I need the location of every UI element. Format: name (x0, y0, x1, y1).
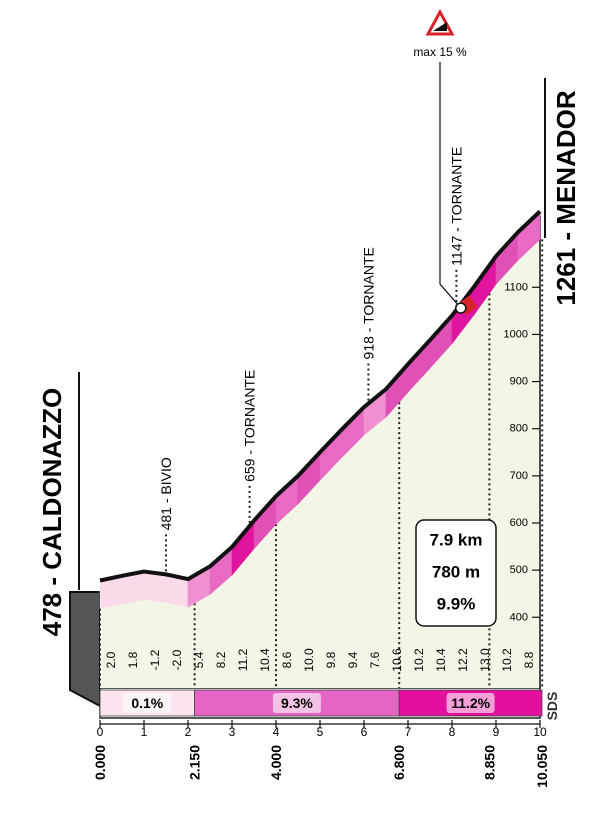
gradient-label: 10.2 (412, 648, 426, 672)
max-gradient-icon-wedge (433, 22, 447, 31)
sector-label: 11.2% (451, 695, 490, 711)
y-tick-label: 400 (510, 611, 528, 623)
gradient-label: 1.8 (126, 651, 140, 668)
sector-label-box (123, 693, 172, 713)
max-gradient-point (455, 302, 467, 314)
gradient-label: 5.4 (192, 651, 206, 668)
y-axis: 400 500 600 700 800 900 1000 1100 (504, 281, 540, 623)
sector-label-box (272, 693, 321, 713)
summary-elevation-gain: 780 m (432, 563, 480, 582)
profile-ribbon: 2.0 1.8 -1.2 -2.0 5.4 8.2 11.2 10.4 8.6 10.0 9.8 9.… (99, 209, 542, 672)
gradient-label: 10.4 (434, 648, 448, 672)
poi-label: 918 - TORNANTE (360, 247, 376, 359)
x-tick-label: 1 (141, 725, 148, 739)
summary-box: 7.9 km 780 m 9.9% (415, 519, 497, 627)
max-gradient-leader (439, 62, 462, 309)
summary-distance: 7.9 km (430, 531, 483, 550)
gradient-label: 8.2 (214, 651, 228, 668)
y-tick-label: 600 (510, 517, 528, 529)
profile-line (99, 209, 542, 583)
y-tick-label: 700 (510, 470, 528, 482)
gradient-label: 8.8 (522, 651, 536, 668)
y-tick-label: 900 (510, 376, 528, 388)
distance-marks: 0.000 2.150 4.000 6.800 8.850 10.050 (92, 239, 550, 788)
gradient-label: 10.2 (500, 648, 514, 672)
distance-label: 4.000 (268, 745, 284, 780)
gradient-label: 7.6 (368, 651, 382, 668)
sector-label: 0.1% (131, 695, 163, 711)
poi-label: 481 - BIVIO (158, 457, 174, 530)
max-gradient (439, 62, 478, 316)
sector-label: 9.3% (281, 695, 313, 711)
distance-label: 0.000 (92, 745, 108, 780)
gradient-label: 9.8 (324, 651, 338, 668)
y-tick-label: 500 (510, 564, 528, 576)
x-tick-label: 2 (185, 725, 192, 739)
summary-frame (415, 519, 497, 627)
y-tick-label: 1100 (504, 281, 528, 293)
gradient-label: 8.6 (280, 651, 294, 668)
end-label: 1261 - MENADOR (551, 90, 581, 305)
distance-label: 6.800 (391, 745, 407, 780)
distance-label: 2.150 (187, 745, 203, 780)
gradient-label: 10.4 (258, 648, 272, 672)
distance-label: 8.850 (481, 745, 497, 780)
summary-gradient: 9.9% (437, 595, 476, 614)
x-tick-label: 6 (361, 725, 368, 739)
sector-label-box (446, 693, 495, 713)
logo: SDS (544, 692, 560, 721)
x-tick-label: 10 (533, 725, 547, 739)
gradient-label: 9.4 (346, 651, 360, 668)
gradient-label: 11.2 (236, 648, 250, 671)
start-label: 478 - CALDONAZZO (37, 388, 67, 636)
x-tick-label: 3 (229, 725, 236, 739)
x-tick-label: 5 (317, 725, 324, 739)
gradient-label: 10.0 (302, 648, 316, 672)
gradient-label: -1.2 (148, 649, 162, 670)
x-tick-label: 7 (405, 725, 412, 739)
y-tick-label: 800 (510, 423, 528, 435)
x-axis: 0 1 2 3 4 5 6 7 8 9 10 (97, 720, 547, 739)
x-tick-label: 9 (493, 725, 500, 739)
poi-label: 659 - TORNANTE (242, 370, 258, 482)
x-tick-label: 8 (449, 725, 456, 739)
x-tick-label: 0 (97, 725, 104, 739)
max-gradient-label: max 15 % (413, 45, 467, 59)
distance-label: 10.050 (534, 745, 550, 788)
gradient-label: 12.2 (456, 648, 470, 672)
poi-label: 1147 - TORNANTE (448, 147, 464, 266)
y-tick-label: 1000 (504, 328, 528, 340)
gradient-label: -2.0 (170, 649, 184, 670)
gradient-label: 2.0 (104, 651, 118, 668)
x-tick-label: 4 (273, 725, 280, 739)
points-of-interest: 481 - BIVIO 659 - TORNANTE 918 - TORNANTE 1… (158, 147, 464, 572)
start-cliff (69, 591, 101, 708)
gradient-segment (143, 571, 167, 603)
sectors: 0.1% 9.3% 11.2% (99, 689, 543, 717)
gradient-label: 13.0 (478, 648, 492, 672)
gradient-label: 10.6 (390, 648, 404, 672)
